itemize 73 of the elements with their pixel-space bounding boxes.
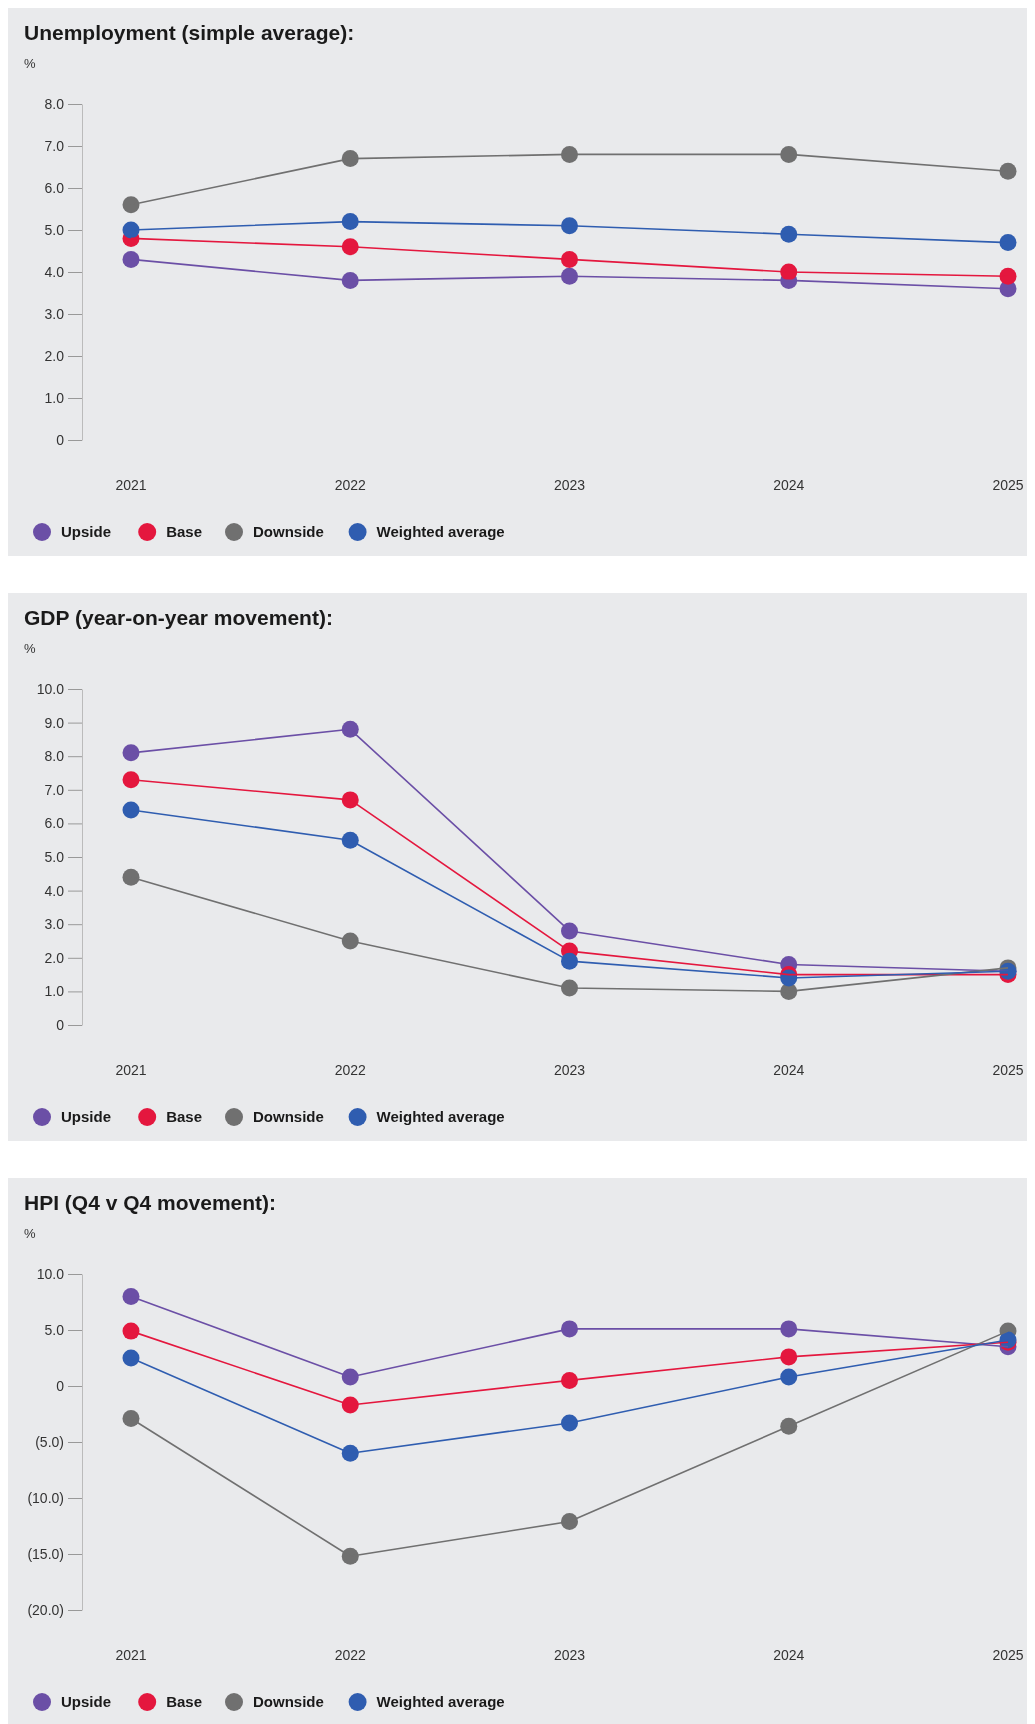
point bbox=[561, 145, 578, 163]
y-tick-label: 8.0 bbox=[44, 748, 65, 765]
point bbox=[122, 744, 140, 762]
y-tick-label: 1.0 bbox=[44, 983, 65, 1000]
legend-label: Base bbox=[166, 523, 203, 541]
x-tick-label: 2022 bbox=[334, 1062, 367, 1078]
legend-label: Weighted average bbox=[376, 1693, 505, 1711]
legend-label: Weighted average bbox=[376, 523, 505, 541]
y-tick-label: 7.0 bbox=[44, 781, 65, 798]
y-axis-title: % bbox=[24, 56, 36, 71]
y-tick-label: 4.0 bbox=[44, 882, 65, 899]
point bbox=[122, 1322, 140, 1340]
y-tick-label: 6.0 bbox=[44, 179, 65, 196]
point bbox=[122, 771, 140, 789]
y-tick-label: 5.0 bbox=[44, 848, 65, 865]
y-tick-label: 3.0 bbox=[44, 305, 65, 322]
x-tick-label: 2023 bbox=[553, 1647, 586, 1663]
point bbox=[122, 868, 140, 886]
x-tick-label: 2025 bbox=[992, 477, 1024, 493]
y-tick-label: 2.0 bbox=[44, 949, 65, 966]
chart-title: Unemployment (simple average): bbox=[24, 21, 355, 44]
x-tick-label: 2021 bbox=[115, 1647, 147, 1663]
y-tick-label: (15.0) bbox=[27, 1545, 64, 1562]
y-tick-label: (10.0) bbox=[27, 1489, 64, 1506]
y-tick-label: 0 bbox=[56, 431, 65, 448]
x-tick-label: 2025 bbox=[992, 1647, 1024, 1663]
point bbox=[122, 1409, 140, 1427]
x-tick-label: 2024 bbox=[773, 1647, 805, 1663]
y-tick-label: 0 bbox=[56, 1016, 65, 1033]
x-tick-label: 2025 bbox=[992, 1062, 1024, 1078]
y-tick-label: 3.0 bbox=[44, 916, 65, 933]
legend-label: Downside bbox=[253, 1108, 324, 1126]
x-tick-label: 2022 bbox=[334, 477, 367, 493]
y-tick-label: 5.0 bbox=[44, 221, 65, 238]
y-tick-label: 8.0 bbox=[44, 95, 65, 112]
y-tick-label: 1.0 bbox=[44, 389, 65, 406]
x-tick-label: 2024 bbox=[773, 477, 805, 493]
point bbox=[999, 234, 1017, 252]
legend-label: Upside bbox=[61, 1108, 112, 1126]
x-tick-label: 2022 bbox=[334, 1647, 367, 1663]
y-axis-title: % bbox=[24, 641, 36, 656]
y-tick-label: 4.0 bbox=[44, 263, 65, 280]
point bbox=[999, 162, 1017, 180]
legend-label: Base bbox=[166, 1108, 203, 1126]
y-tick-label: 10.0 bbox=[36, 680, 65, 697]
legend-label: Upside bbox=[61, 523, 112, 541]
chart-title: HPI (Q4 v Q4 movement): bbox=[24, 1191, 277, 1214]
point bbox=[122, 1287, 140, 1305]
point bbox=[999, 267, 1017, 285]
y-tick-label: (20.0) bbox=[27, 1601, 64, 1618]
y-tick-label: 0 bbox=[56, 1377, 65, 1394]
legend-label: Base bbox=[166, 1693, 203, 1711]
legend-label: Downside bbox=[253, 523, 324, 541]
y-tick-label: 5.0 bbox=[44, 1321, 65, 1338]
x-tick-label: 2021 bbox=[115, 477, 147, 493]
x-tick-label: 2021 bbox=[115, 1062, 147, 1078]
y-tick-label: 7.0 bbox=[44, 137, 65, 154]
y-tick-label: 2.0 bbox=[44, 347, 65, 364]
y-tick-label: 9.0 bbox=[44, 714, 65, 731]
legend-label: Downside bbox=[253, 1693, 324, 1711]
point bbox=[780, 145, 798, 163]
legend-label: Weighted average bbox=[376, 1108, 505, 1126]
y-tick-label: 10.0 bbox=[36, 1265, 65, 1282]
x-tick-label: 2023 bbox=[553, 1062, 586, 1078]
y-axis-title: % bbox=[24, 1226, 36, 1241]
x-tick-label: 2023 bbox=[553, 477, 586, 493]
y-tick-label: 6.0 bbox=[44, 815, 65, 832]
y-tick-label: (5.0) bbox=[35, 1433, 64, 1450]
legend-label: Upside bbox=[61, 1693, 112, 1711]
x-tick-label: 2024 bbox=[773, 1062, 805, 1078]
point bbox=[122, 196, 140, 214]
point bbox=[122, 250, 140, 268]
chart-title: GDP (year-on-year movement): bbox=[24, 606, 333, 629]
